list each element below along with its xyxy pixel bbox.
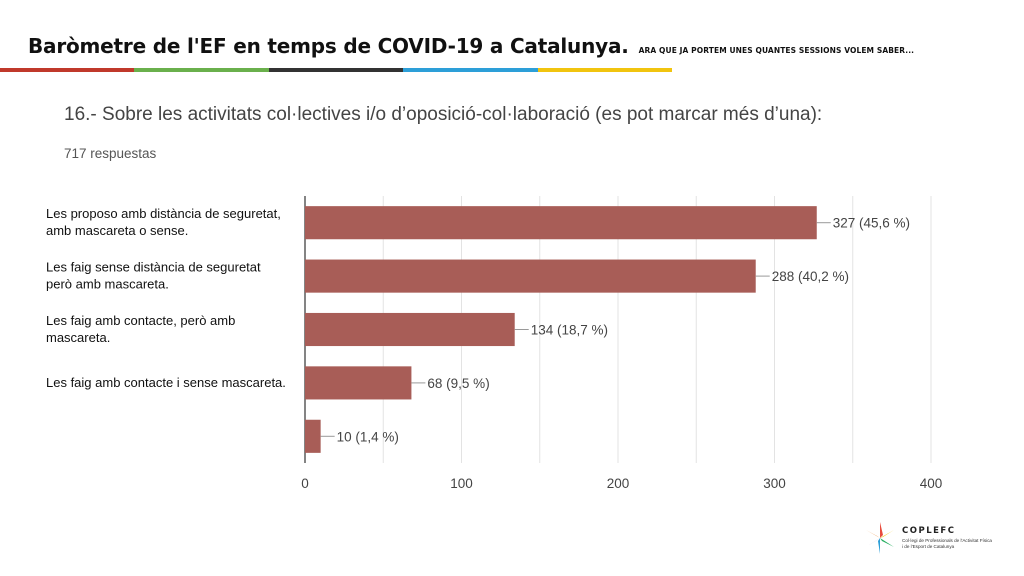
logo-star-icon [866,522,894,554]
bar [305,259,756,293]
logo-description: Col·legi de Professionals de l'Activitat… [902,538,992,549]
category-label-line: Les faig amb contacte i sense mascareta. [46,375,286,390]
coplefc-logo: COPLEFC Col·legi de Professionals de l'A… [862,520,992,556]
data-label: 288 (40,2 %) [772,269,849,284]
data-label: 10 (1,4 %) [337,429,399,444]
responses-count: 717 respuestas [64,146,157,161]
data-label: 68 (9,5 %) [427,376,489,391]
color-bar-segment [134,68,269,72]
category-label-line: Les proposo amb distància de seguretat, [46,206,281,221]
category-label-line: Les faig sense distància de seguretat [46,260,261,275]
color-bar-segment [268,68,404,72]
header-subtitle: ARA QUE JA PORTEM UNES QUANTES SESSIONS … [638,46,915,55]
category-label: Les proposo amb distància de seguretat, a… [46,206,281,238]
color-bar-segment [0,68,135,72]
color-bar-segment [403,68,538,72]
x-tick-label: 200 [607,476,630,491]
color-bar-segment [537,68,673,72]
x-tick-label: 400 [920,476,943,491]
x-tick-label: 100 [450,476,473,491]
category-label-line: mascareta. [46,330,110,345]
logo-name: COPLEFC [902,526,956,536]
category-label-line: però amb mascareta. [46,277,169,292]
data-label: 327 (45,6 %) [833,216,910,231]
category-label: Les faig sense distància de seguretat per… [46,260,261,292]
question-title: 16.- Sobre les activitats col·lectives i… [64,104,823,125]
bar [305,312,515,347]
category-label-line: Les faig amb contacte, però amb [46,313,235,328]
bar [305,419,321,453]
header-color-bar [0,68,673,72]
category-label: Les faig amb contacte, però amb mascareta… [46,313,235,345]
category-label: Les faig amb contacte i sense mascareta. [46,375,286,390]
category-label-line: amb mascareta o sense. [46,223,188,238]
x-tick-label: 300 [763,476,786,491]
header: Baròmetre de l'EF en temps de COVID-19 a… [28,34,914,58]
header-title: Baròmetre de l'EF en temps de COVID-19 a… [28,34,629,58]
data-label: 134 (18,7 %) [531,323,608,338]
bar [305,206,817,240]
x-tick-label: 0 [301,476,309,491]
bar [305,366,412,400]
